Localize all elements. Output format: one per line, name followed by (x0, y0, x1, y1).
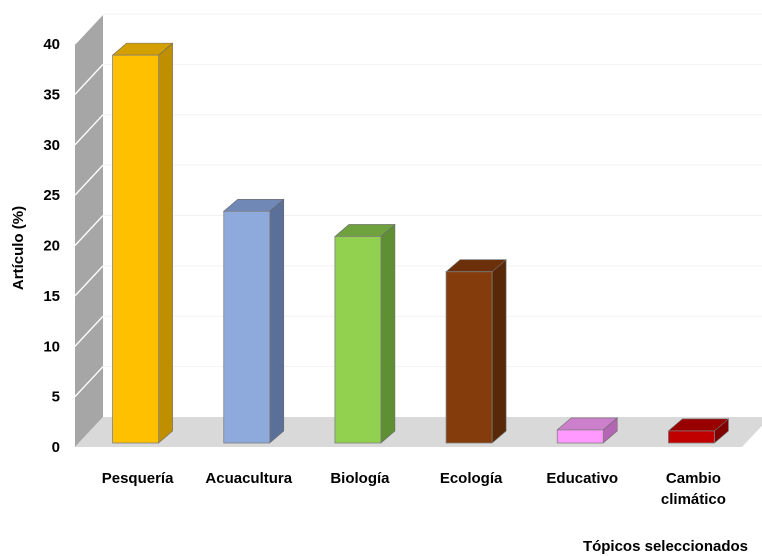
x-axis-title: Tópicos seleccionados (583, 538, 748, 555)
gridline-side (74, 13, 104, 45)
bar (222, 198, 285, 444)
y-tick-label: 10 (43, 338, 60, 355)
x-tick-label: Cambio climático (661, 470, 726, 508)
bar-side (380, 223, 396, 444)
gridline-side (74, 63, 104, 95)
y-tick-label: 25 (43, 187, 60, 204)
y-axis-ticks: 0 5 10 15 20 25 30 35 40 (43, 36, 60, 456)
x-tick-label: Educativo (546, 470, 618, 487)
bar-front (223, 210, 271, 444)
y-tick-label: 40 (43, 36, 60, 53)
bars (111, 42, 730, 444)
bar (667, 418, 730, 444)
gridline-side (74, 265, 104, 297)
bar-side (269, 198, 285, 444)
gridline-side (74, 215, 104, 246)
chart-walls (75, 14, 762, 447)
gridlines (74, 13, 762, 398)
bar-front (112, 54, 159, 444)
x-tick-label: Acuacultura (205, 470, 292, 487)
gridline-side (74, 164, 104, 196)
bar-front (334, 236, 382, 444)
y-tick-label: 35 (43, 86, 60, 103)
bar-front (556, 429, 604, 444)
y-tick-label: 20 (43, 238, 60, 255)
x-tick-label: Biología (330, 470, 390, 487)
bar-front (445, 271, 493, 444)
x-tick-label: Pesquería (102, 470, 174, 487)
x-tick-label: Ecología (440, 470, 503, 487)
bar-side (491, 259, 507, 444)
y-tick-label: 0 (52, 439, 60, 456)
y-tick-label: 30 (43, 137, 60, 154)
floor (75, 417, 762, 447)
y-axis-title: Artículo (%) (10, 206, 27, 290)
gridline-side (74, 114, 104, 146)
gridline-side (74, 315, 104, 347)
bar-front (668, 430, 715, 444)
gridline-side (74, 366, 104, 398)
x-axis-labels: Pesquería Acuacultura Biología Ecología Educ… (102, 470, 726, 508)
bar-side (158, 42, 173, 444)
y-tick-label: 15 (43, 288, 60, 305)
bar (445, 259, 507, 444)
bar (556, 417, 619, 444)
y-tick-label: 5 (52, 389, 60, 406)
bar (334, 223, 396, 444)
bar (111, 42, 174, 444)
